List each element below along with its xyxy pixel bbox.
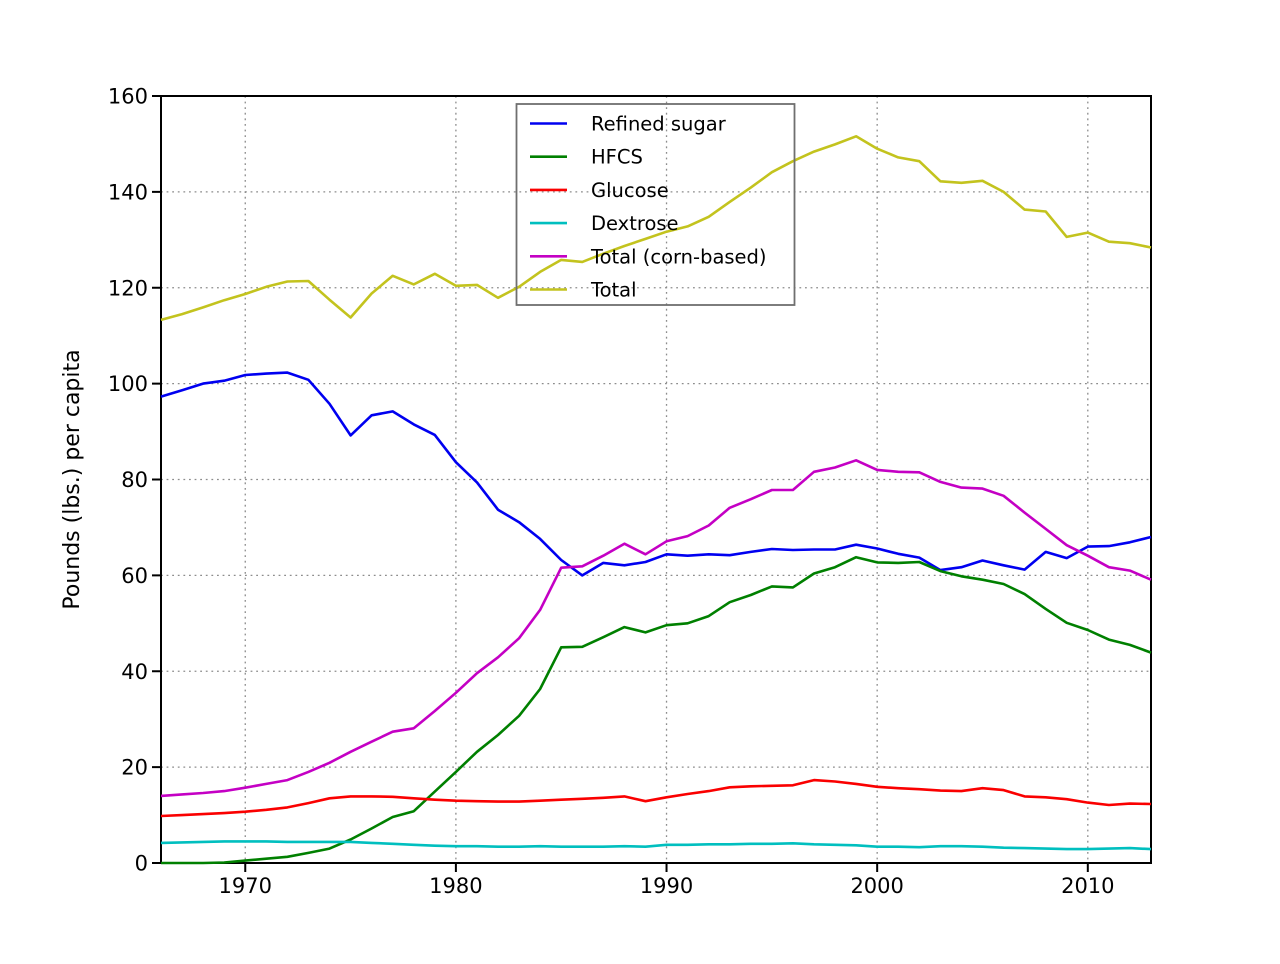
x-tick-label: 1990 [640,874,693,898]
legend: Refined sugar HFCS Glucose Dextrose Total (c… [515,103,796,306]
y-tick-label: 40 [121,660,148,684]
plot-border [160,95,1152,864]
legend-item-total-corn-based: Total (corn-based) [530,245,767,268]
series-line-glucose [160,778,1152,818]
axes-spines [160,95,1152,864]
x-tick-label: 1970 [219,874,272,898]
y-tick-label: 140 [108,180,148,204]
series-line-total [160,135,1152,322]
legend-item-hfcs: HFCS [530,146,643,169]
legend-label: HFCS [591,146,643,169]
series-line-hfcs [161,555,1152,865]
legend-item-glucose: Glucose [530,179,669,202]
legend-frame [515,103,796,306]
legend-label: Refined sugar [591,113,727,136]
gridlines [161,96,1151,863]
legend-item-total: Total [530,279,637,302]
x-tick-label: 2010 [1061,874,1114,898]
y-tick-label: 60 [121,564,148,588]
series-line-dextrose [160,840,1152,851]
legend-item-dextrose: Dextrose [530,212,679,235]
tick-labels: 1970 1980 1990 2000 2010 0 20 40 60 80 100 120 140 16… [108,85,1115,899]
y-tick-label: 120 [108,276,148,300]
series-line-total-corn-based [160,458,1152,798]
legend-label: Dextrose [591,212,679,235]
y-tick-label: 80 [121,468,148,492]
legend-label: Glucose [591,179,669,202]
y-tick-label: 0 [135,852,148,876]
legend-label: Total (corn-based) [590,245,767,268]
y-axis-label: Pounds (lbs.) per capita [60,349,85,609]
series-lines [160,135,1152,865]
series-line-refined-sugar [160,371,1152,577]
legend-label: Total [590,279,637,302]
axis-ticks [152,95,1089,872]
y-tick-label: 100 [108,372,148,396]
x-tick-label: 1980 [429,874,482,898]
x-tick-label: 2000 [850,874,903,898]
y-tick-label: 20 [121,756,148,780]
y-tick-label: 160 [108,85,148,109]
legend-item-refined-sugar: Refined sugar [530,113,727,136]
